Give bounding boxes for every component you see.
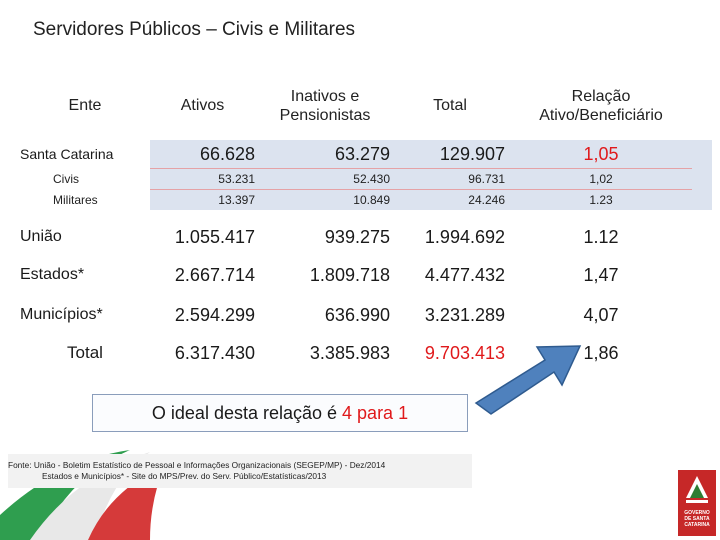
cell-total: 24.246 xyxy=(468,193,505,207)
cell-total: 129.907 xyxy=(439,143,505,164)
header-total: Total xyxy=(433,97,467,115)
source-line-1: Fonte: União - Boletim Estatístico de Pe… xyxy=(8,460,386,470)
table-row-militares: Militares 13.397 10.849 24.246 1.23 xyxy=(20,190,692,210)
cell-inativos: 10.849 xyxy=(353,193,390,207)
cell-ativos: 2.667.714 xyxy=(174,264,255,285)
cell-inativos: 3.385.983 xyxy=(309,342,390,363)
source-line-2: Estados e Municípios* - Site do MPS/Prev… xyxy=(42,471,327,481)
logo-text: GOVERNO DE SANTA CATARINA xyxy=(684,510,710,528)
table-row-civis: Civis 53.231 52.430 96.731 1,02 xyxy=(20,169,692,189)
cell-ativos: 6.317.430 xyxy=(174,342,255,363)
cell-ativos: 66.628 xyxy=(199,143,255,164)
cell-inativos: 1.809.718 xyxy=(309,264,390,285)
cell-inativos: 52.430 xyxy=(353,172,390,186)
table-header: Ente Ativos Inativos e Pensionistas Tota… xyxy=(20,74,692,138)
cell-ativos: 2.594.299 xyxy=(174,304,255,325)
row-label: Municípios* xyxy=(20,306,103,323)
row-label: Estados* xyxy=(20,266,85,283)
header-ativos: Ativos xyxy=(180,97,225,115)
header-ente: Ente xyxy=(68,97,102,115)
governo-sc-emblem-icon xyxy=(678,470,716,536)
ideal-ratio-box: O ideal desta relação é 4 para 1 xyxy=(92,394,468,432)
row-label: Militares xyxy=(53,193,98,207)
santa-catarina-band xyxy=(150,140,712,210)
row-label: Civis xyxy=(53,172,79,186)
table-row-municipios: Municípios* 2.594.299 636.990 3.231.289 … xyxy=(20,296,692,334)
cell-relacao: 1.12 xyxy=(583,226,619,247)
cell-total: 96.731 xyxy=(468,172,505,186)
table-row-estados: Estados* 2.667.714 1.809.718 4.477.432 1… xyxy=(20,256,692,294)
ideal-ratio-text: O ideal desta relação é xyxy=(151,402,338,423)
cell-total: 3.231.289 xyxy=(424,304,505,325)
table-row-santa-catarina: Santa Catarina 66.628 63.279 129.907 1,0… xyxy=(20,140,692,168)
cell-ativos: 1.055.417 xyxy=(174,226,255,247)
ideal-ratio-value: 4 para 1 xyxy=(342,402,409,423)
cell-ativos: 53.231 xyxy=(218,172,255,186)
cell-relacao: 1,47 xyxy=(583,264,619,285)
row-divider xyxy=(150,168,692,169)
header-relacao: Relação Ativo/Beneficiário xyxy=(539,87,663,124)
governo-sc-logo: GOVERNO DE SANTA CATARINA xyxy=(678,470,716,536)
source-note: Fonte: União - Boletim Estatístico de Pe… xyxy=(8,454,472,488)
cell-inativos: 636.990 xyxy=(324,304,390,325)
cell-total: 9.703.413 xyxy=(424,342,505,363)
row-divider xyxy=(150,189,692,190)
cell-relacao: 1,86 xyxy=(583,342,619,363)
cell-relacao: 1,02 xyxy=(589,172,613,186)
row-label: Total xyxy=(67,343,103,362)
slide-title: Servidores Públicos – Civis e Militares xyxy=(33,19,356,40)
header-inativos: Inativos e Pensionistas xyxy=(279,87,371,124)
cell-total: 1.994.692 xyxy=(424,226,505,247)
table-row-total: Total 6.317.430 3.385.983 9.703.413 1,86 xyxy=(20,334,692,372)
cell-relacao: 1.23 xyxy=(589,193,613,207)
cell-relacao: 4,07 xyxy=(583,304,619,325)
row-label: Santa Catarina xyxy=(20,146,114,162)
cell-ativos: 13.397 xyxy=(218,193,255,207)
cell-inativos: 63.279 xyxy=(334,143,390,164)
row-label: União xyxy=(20,228,62,245)
cell-relacao: 1,05 xyxy=(583,143,619,164)
cell-total: 4.477.432 xyxy=(424,264,505,285)
table-row-uniao: União 1.055.417 939.275 1.994.692 1.12 xyxy=(20,218,692,256)
cell-inativos: 939.275 xyxy=(324,226,390,247)
